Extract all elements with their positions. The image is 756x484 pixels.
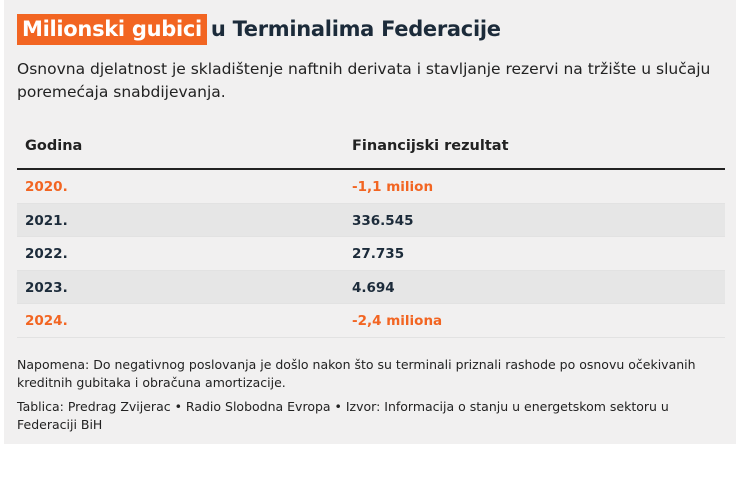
footnote: Napomena: Do negativnog poslovanja je do… — [17, 357, 696, 390]
source-credit: Tablica: Predrag Zvijerac • Radio Slobod… — [17, 399, 669, 432]
title-highlight: Milionski gubici — [17, 14, 207, 45]
table-row: 2020. -1,1 milion — [17, 170, 725, 204]
cell-result: 27.735 — [352, 246, 405, 262]
table-body: 2020. -1,1 milion 2021. 336.545 2022. 27.735 2… — [17, 170, 725, 338]
cell-year: 2024. — [25, 313, 68, 329]
table-row: 2022. 27.735 — [17, 237, 725, 271]
cell-year: 2023. — [25, 279, 68, 296]
cell-year: 2020. — [25, 179, 68, 195]
column-header-year: Godina — [25, 138, 83, 154]
page-title: Milionski gubici u Terminalima Federacije — [17, 14, 501, 46]
cell-result: 4.694 — [352, 279, 395, 296]
cell-year: 2021. — [25, 212, 68, 229]
column-header-result: Financijski rezultat — [352, 138, 509, 154]
table-row: 2021. 336.545 — [17, 203, 725, 237]
table-row: 2023. 4.694 — [17, 270, 725, 304]
results-table: Godina Financijski rezultat 2020. -1,1 mi… — [17, 128, 725, 338]
table-row: 2024. -2,4 miliona — [17, 304, 725, 338]
table-card: Milionski gubici u Terminalima Federacije… — [4, 0, 736, 444]
cell-result: -1,1 milion — [352, 179, 434, 195]
cell-result: -2,4 miliona — [352, 313, 443, 329]
cell-year: 2022. — [25, 246, 68, 262]
table-header: Godina Financijski rezultat — [17, 128, 725, 170]
title-rest: u Terminalima Federacije — [210, 17, 501, 41]
subtitle: Osnovna djelatnost je skladištenje naftn… — [17, 60, 711, 101]
cell-result: 336.545 — [352, 212, 414, 229]
